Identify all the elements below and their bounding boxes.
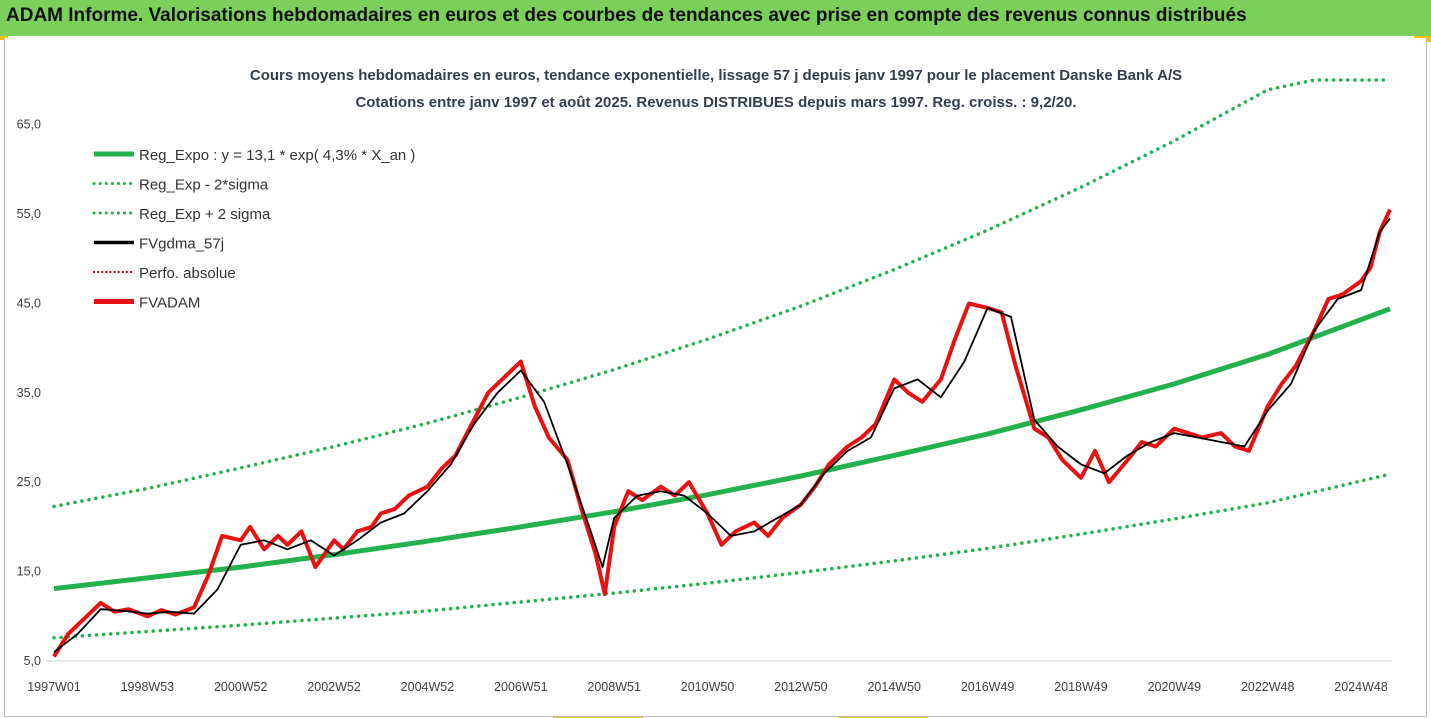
series-line-2 [52,78,1392,509]
legend-label: Reg_Expo : y = 13,1 * exp( 4,3% * X_an ) [139,147,415,164]
series-line-5 [52,208,1392,658]
y-axis-ticks: 5,0 15,0 25,0 35,0 45,0 55,0 65,0 [17,118,41,668]
x-tick-label: 1998W53 [121,680,175,694]
x-axis-ticks: 1997W01 1998W53 2000W52 2002W52 2004W52 2006W… [27,680,1388,694]
y-tick-label: 65,0 [17,118,41,132]
y-tick-label: 55,0 [17,207,41,221]
y-tick-label: 25,0 [17,475,41,489]
legend-label: FVADAM [139,295,200,312]
x-tick-label: 2014W50 [867,680,921,694]
series-layer [52,78,1392,658]
chart-legend: Reg_Expo : y = 13,1 * exp( 4,3% * X_an )… [92,147,415,312]
x-tick-label: 2024W48 [1334,680,1388,694]
legend-label: Reg_Exp - 2*sigma [139,177,269,194]
series-line-3 [53,217,1391,653]
x-tick-label: 2004W52 [401,680,455,694]
report-banner: ADAM Informe. Valorisations hebdomadaire… [0,0,1431,36]
x-tick-label: 1997W01 [27,680,81,694]
series-line-1 [52,472,1392,640]
x-tick-label: 2018W49 [1054,680,1108,694]
x-tick-label: 2006W51 [494,680,548,694]
legend-label: Reg_Exp + 2 sigma [139,206,271,223]
legend-label: FVgdma_57j [139,236,224,253]
y-tick-label: 35,0 [17,386,41,400]
chart-subtitle: Cotations entre janv 1997 et août 2025. … [355,94,1076,111]
y-tick-label: 5,0 [24,654,41,668]
y-tick-label: 15,0 [17,565,41,579]
y-tick-label: 45,0 [17,296,41,310]
x-tick-label: 2000W52 [214,680,268,694]
report-banner-title: ADAM Informe. Valorisations hebdomadaire… [6,5,1247,26]
x-tick-label: 2010W50 [681,680,735,694]
chart-title: Cours moyens hebdomadaires en euros, ten… [250,67,1182,84]
x-tick-label: 2016W49 [961,680,1015,694]
x-tick-label: 2022W48 [1241,680,1295,694]
x-tick-label: 2002W52 [307,680,361,694]
legend-label: Perfo. absolue [139,265,236,282]
x-tick-label: 2008W51 [587,680,641,694]
series-line-0 [53,306,1391,592]
x-tick-label: 2020W49 [1148,680,1202,694]
x-tick-label: 2012W50 [774,680,828,694]
